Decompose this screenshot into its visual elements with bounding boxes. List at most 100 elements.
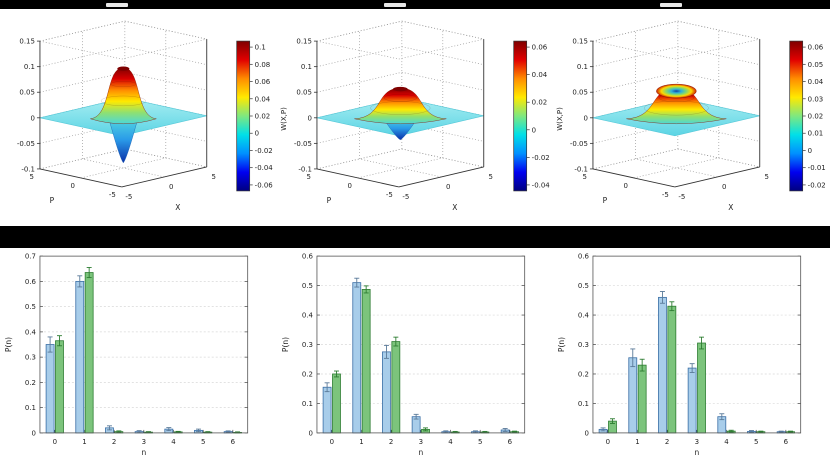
x-tick-label: -5	[125, 193, 132, 201]
colorbar-tick-label: -0.06	[255, 181, 273, 189]
y-tick-label: 0.6	[302, 253, 313, 261]
y-axis-label: P(n)	[557, 337, 566, 352]
grid-line	[357, 157, 443, 179]
colorbar	[236, 40, 251, 192]
x-tick-label: -5	[679, 193, 686, 201]
photon-histogram-3: 0 0.1 0.2 0.3 0.4 0.5 0.6 0 1 2 3 4 5 6 n P(n)	[553, 248, 830, 458]
wigner-peak	[354, 87, 446, 124]
p-tick-label: -5	[109, 191, 116, 199]
y-tick-label: 0	[585, 429, 589, 437]
wigner-peak	[90, 67, 157, 124]
x-tick-label: 1	[82, 438, 86, 446]
grid-line	[124, 71, 207, 91]
axis-label-p: P	[50, 196, 55, 205]
x-tick-label: 6	[784, 438, 788, 446]
y-tick-label: 0.6	[578, 253, 589, 261]
axis-label-x: X	[175, 203, 180, 212]
x-tick-label: 1	[636, 438, 640, 446]
grid-line	[82, 158, 165, 178]
y-tick-label: 0.3	[302, 341, 313, 349]
p-tick-label: 0	[347, 182, 351, 190]
y-tick-label: 0.1	[302, 400, 313, 408]
colorbar-tick-label: 0	[808, 147, 812, 155]
wigner-plot-2: 0.15 0.1 0.05 0 -0.05 -0.1 5 0 -5 -5 0 5 P X W(X,P) 0.0…	[277, 9, 554, 226]
axis-line	[316, 168, 399, 188]
photon-histogram-2-canvas: 0 0.1 0.2 0.3 0.4 0.5 0.6 0 1 2 3 4 5 6 n P(n)	[281, 253, 525, 457]
y-tick-label: 0.3	[25, 354, 36, 362]
grid-line	[316, 148, 402, 170]
wigner-peak	[626, 87, 727, 124]
plot-frame	[592, 255, 802, 434]
y-tick-label: 0.4	[302, 312, 314, 320]
bar-green	[638, 364, 647, 434]
colorbar-tick-label: 0.1	[255, 44, 266, 52]
colorbar-tick-label: -0.02	[808, 181, 826, 189]
grid-line	[124, 20, 207, 40]
plot-frame	[39, 255, 249, 434]
wigner-plot-3-canvas: 0.150.10.050-0.05-0.150-5 -505PXW(X,P)0.0…	[556, 20, 826, 212]
x-tick-label: 2	[112, 438, 116, 446]
grid-line	[398, 38, 484, 60]
clipped-title-fragment	[660, 3, 682, 7]
colorbar-tick-label: 0	[531, 126, 535, 134]
x-tick-label: 5	[488, 173, 492, 181]
y-tick-label: 0.7	[25, 253, 36, 261]
colorbar-tick-label: 0.03	[808, 95, 824, 103]
p-tick-label: 5	[306, 173, 310, 181]
grid-line	[678, 71, 761, 91]
clipped-title-fragment	[106, 3, 128, 7]
colorbar-tick-label: 0.05	[808, 61, 824, 69]
grid-line	[678, 148, 761, 168]
bar-green	[391, 341, 400, 434]
middle-black-band	[0, 226, 830, 248]
z-tick-label: 0.1	[577, 63, 588, 71]
x-tick-label: 3	[418, 438, 422, 446]
grid-line	[39, 148, 125, 170]
bar-blue	[75, 280, 85, 434]
z-tick-label: -0.1	[298, 165, 312, 173]
colorbar-tick-label: 0.06	[808, 44, 824, 52]
y-tick-label: 0.4	[25, 328, 37, 336]
x-tick-label: 0	[53, 438, 57, 446]
x-axis-label: n	[418, 448, 423, 457]
z-tick-label: 0.1	[301, 63, 312, 71]
photon-histogram-row: 0 0.1 0.2 0.3 0.4 0.5 0.6 0.7 0 1 2 3 4 5 6 n P(n) 0 0.1 0…	[0, 248, 830, 458]
wigner-function-row: 0.15 0.1 0.05 0 -0.05 -0.1 5 0 -5 -5 0 5 P X 0.1 0.08 0.…	[0, 9, 830, 226]
plot-frame	[316, 255, 525, 434]
photon-histogram-1-canvas: 0 0.1 0.2 0.3 0.4 0.5 0.6 0.7 0 1 2 3 4 5 6 n P(n)	[4, 253, 249, 457]
grid-line	[316, 40, 399, 60]
colorbar-tick-label: 0.02	[531, 99, 547, 107]
colorbar-tick-label: -0.02	[531, 154, 549, 162]
grid-line	[316, 46, 402, 68]
z-tick-label: -0.05	[294, 140, 312, 148]
bar-blue	[352, 282, 361, 434]
y-tick-label: 0.2	[25, 379, 36, 387]
bar-green	[361, 289, 371, 434]
x-tick-label: 5	[478, 438, 482, 446]
y-tick-label: 0.6	[25, 278, 36, 286]
wigner-crater	[656, 83, 697, 99]
z-tick-label: 0.05	[296, 89, 312, 97]
grid-line	[316, 20, 402, 42]
wigner-plot-1: 0.15 0.1 0.05 0 -0.05 -0.1 5 0 -5 -5 0 5 P X 0.1 0.08 0.…	[0, 9, 277, 226]
colorbar-tick-label: 0	[255, 130, 259, 138]
p-tick-label: 0	[70, 182, 74, 190]
z-tick-label: -0.1	[21, 165, 35, 173]
bar-blue	[381, 351, 391, 434]
z-tick-label: -0.1	[575, 165, 589, 173]
y-tick-label: 0.2	[578, 370, 589, 378]
y-tick-label: 0.2	[302, 370, 313, 378]
colorbar	[513, 40, 527, 192]
grid-line	[678, 20, 761, 40]
x-tick-label: 0	[446, 183, 450, 191]
grid-line	[124, 148, 207, 168]
grid-line	[593, 20, 679, 42]
axis-label-p: P	[603, 196, 608, 205]
grid-line	[678, 123, 761, 142]
grid-line	[635, 158, 718, 178]
x-tick-label: 2	[389, 438, 393, 446]
x-tick-label: 5	[765, 173, 769, 181]
axis-label-x: X	[452, 203, 457, 212]
x-tick-label: 5	[201, 438, 205, 446]
x-tick-label: 1	[359, 438, 363, 446]
